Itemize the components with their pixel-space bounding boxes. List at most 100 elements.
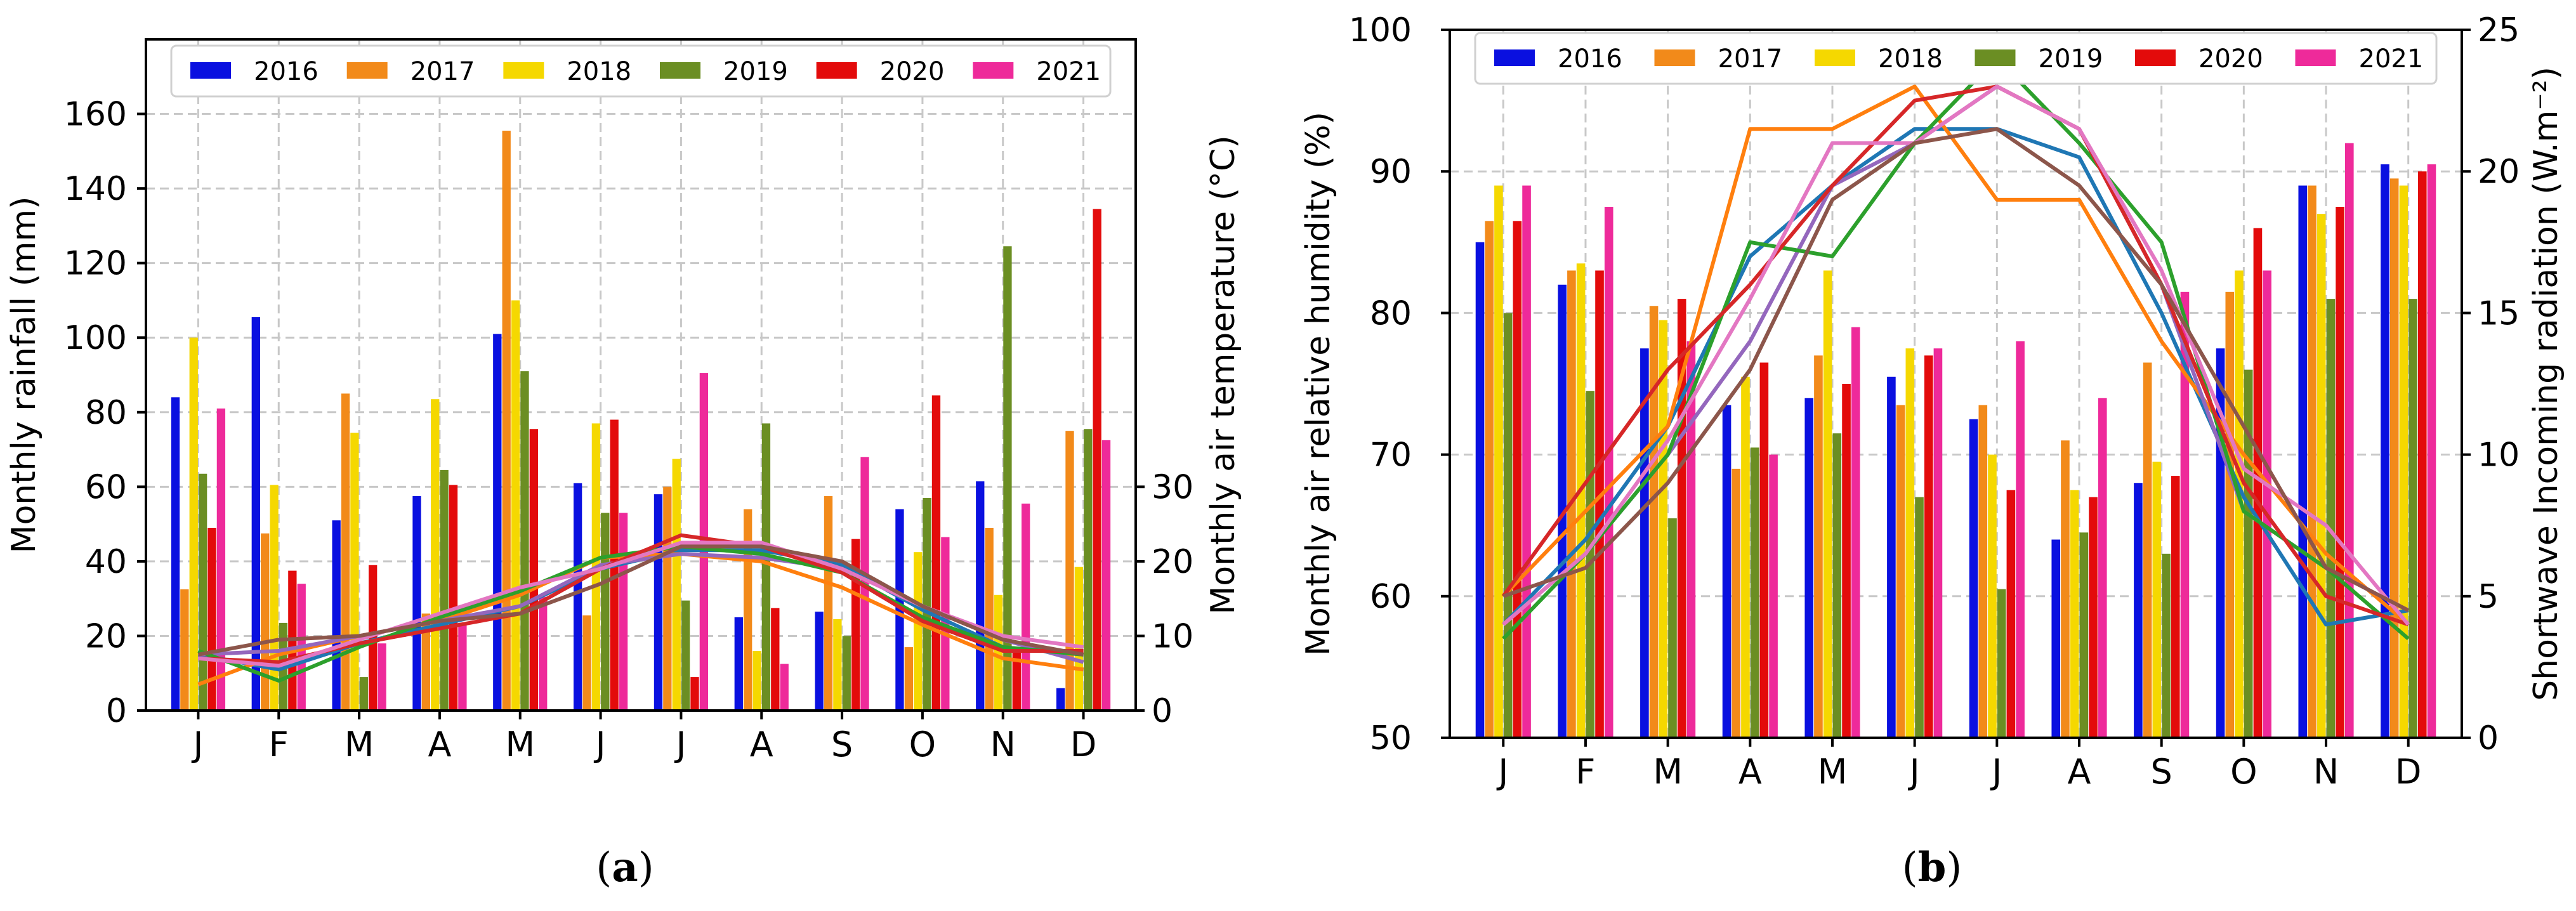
bar [1475, 242, 1485, 738]
line-series [1501, 84, 2409, 627]
bar [493, 334, 502, 711]
bar [1905, 348, 1915, 738]
legend-label: 2020 [2198, 44, 2263, 74]
bar [601, 513, 610, 711]
bar [369, 565, 378, 711]
x-tick-label: J [191, 724, 203, 764]
y2-axis-label: Monthly air temperature (°C) [1204, 135, 1242, 614]
bar [1074, 567, 1084, 711]
x-tick-label: M [345, 724, 374, 764]
legend-swatch [973, 62, 1014, 79]
y-tick-label: 20 [85, 617, 127, 655]
y2-tick-label: 25 [2478, 11, 2520, 49]
bar [1084, 429, 1093, 711]
y-tick-label: 80 [85, 394, 127, 432]
bar [1604, 207, 1613, 738]
bar [1003, 246, 1012, 711]
bar [1988, 454, 1997, 738]
bar [842, 636, 851, 711]
bar [2152, 461, 2162, 738]
bar [833, 619, 842, 711]
line-series [198, 533, 1084, 664]
bar [2381, 164, 2389, 738]
bar [1915, 497, 1924, 738]
bar [2235, 270, 2244, 738]
bar [780, 664, 789, 711]
x-tick-label: J [674, 724, 686, 764]
legend-swatch [816, 62, 857, 79]
bar [744, 509, 752, 711]
bar [1494, 185, 1503, 738]
bar [2016, 341, 2025, 738]
x-tick-label: D [1070, 724, 1097, 764]
y-tick-label: 100 [64, 319, 127, 357]
y-tick-label: 60 [85, 468, 127, 506]
x-tick-label: J [1496, 752, 1508, 792]
bar [1056, 688, 1065, 711]
bar [654, 494, 663, 711]
y2-axis-label: Shortwave Incoming radiation (W.m⁻²) [2527, 67, 2565, 701]
chart-b: 50 60 70 80 90 100 0 5 10 15 20 25 J F M A M J J A S O N D Month… [1299, 11, 2565, 792]
bar [2399, 185, 2408, 738]
bar [2316, 214, 2326, 738]
x-tick-label: A [2068, 752, 2091, 792]
legend-swatch [1975, 49, 2016, 66]
bar [1101, 440, 1111, 711]
x-tick-label: O [909, 724, 936, 764]
bar [2253, 228, 2263, 738]
bar [994, 594, 1003, 711]
chart-a: 0 20 40 60 80 100 120 140 160 0 10 20 30 J F M A M J J A S O N D… [5, 38, 1242, 764]
bar [1668, 518, 1677, 738]
bar [520, 371, 529, 711]
bar [2061, 440, 2070, 738]
bar [2143, 362, 2152, 738]
bar [2070, 490, 2079, 738]
bar [663, 487, 672, 711]
bar [189, 338, 198, 711]
legend-label: 2018 [567, 57, 631, 86]
bar [761, 423, 771, 711]
bar [1093, 209, 1101, 711]
x-tick-label: M [1818, 752, 1848, 792]
legend-a: 2016 2017 2018 2019 2020 2021 [170, 44, 1112, 98]
legend-label: 2021 [1036, 57, 1101, 86]
bar [1595, 270, 1604, 738]
bar [251, 317, 260, 711]
bar [923, 497, 931, 711]
bar [1832, 433, 1842, 738]
bar [681, 600, 690, 711]
bar [895, 509, 904, 711]
bar [1804, 398, 1814, 738]
bar [1969, 419, 1978, 738]
y-tick-label: 60 [1370, 578, 1412, 616]
x-tick-label: F [269, 724, 289, 764]
caption-b-letter: b [1917, 844, 1947, 891]
bar [734, 617, 743, 711]
bar [2051, 539, 2061, 738]
y-axis-label: Monthly rainfall (mm) [5, 197, 43, 554]
bar [976, 481, 985, 711]
lines-a [197, 533, 1084, 686]
y-tick-label: 90 [1370, 153, 1412, 191]
bar [2134, 483, 2143, 738]
bar [1924, 355, 1933, 738]
bar [619, 513, 628, 711]
x-tick-label: F [1575, 752, 1595, 792]
legend-swatch [2295, 49, 2336, 66]
bar [672, 459, 681, 711]
legend-label: 2018 [1878, 44, 1943, 74]
legend-label: 2017 [1718, 44, 1783, 74]
bars-a [171, 131, 1111, 711]
legend-swatch [503, 62, 544, 79]
x-tick-label: A [750, 724, 773, 764]
bar [431, 399, 440, 711]
y-tick-label: 160 [64, 96, 127, 134]
bar [1022, 503, 1030, 711]
y2-ticks-a: 0 10 20 30 [1136, 468, 1193, 730]
line-series [1502, 56, 2410, 641]
bar [851, 539, 860, 711]
legend-swatch [1494, 49, 1535, 66]
bar [2244, 369, 2253, 738]
bar [1732, 468, 1741, 738]
